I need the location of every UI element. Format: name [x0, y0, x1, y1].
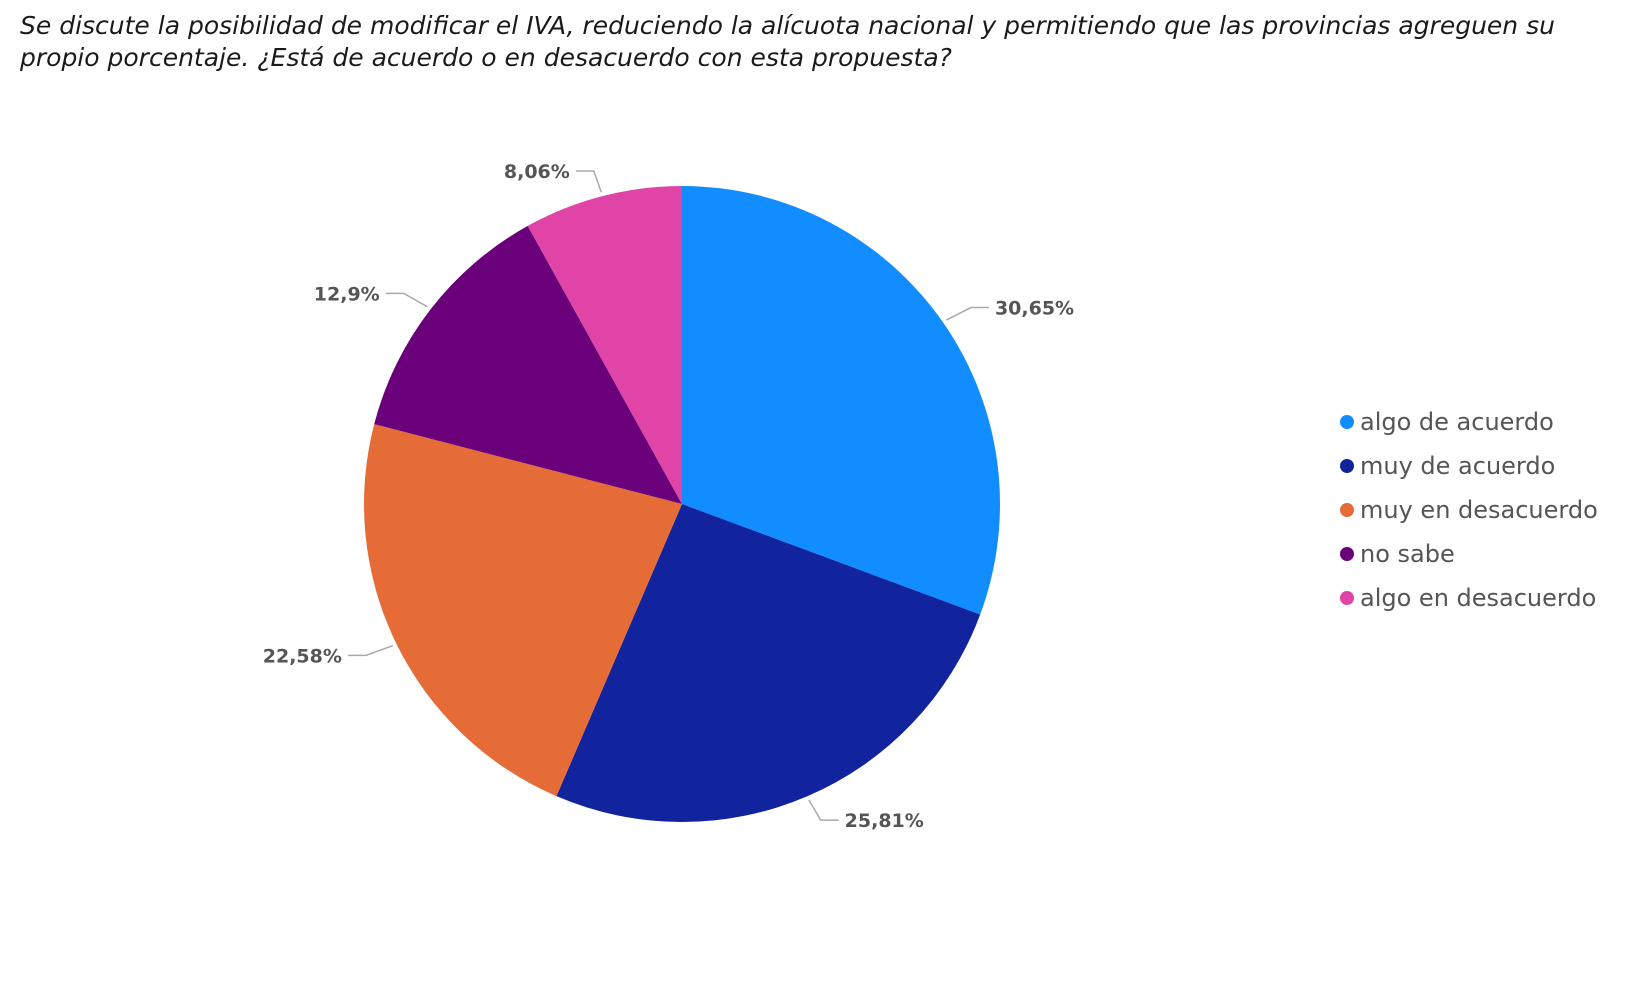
legend-dot-icon [1340, 591, 1354, 605]
leader-line [945, 306, 989, 321]
leader-line [385, 292, 428, 308]
legend-dot-icon [1340, 547, 1354, 561]
legend-dot-icon [1340, 415, 1354, 429]
legend-item[interactable]: muy de acuerdo [1340, 444, 1598, 488]
leader-line [347, 644, 394, 657]
legend-label: muy de acuerdo [1360, 452, 1556, 480]
pie-slice-muy-de-acuerdo[interactable] [556, 504, 981, 822]
legend-dot-icon [1340, 459, 1354, 473]
legend-label: algo de acuerdo [1360, 408, 1554, 436]
data-label: 25,81% [845, 810, 924, 832]
legend-label: muy en desacuerdo [1360, 496, 1598, 524]
legend-item[interactable]: muy en desacuerdo [1340, 488, 1598, 532]
data-label: 12,9% [314, 283, 380, 305]
legend-label: no sabe [1360, 540, 1455, 568]
pie-slice-algo-en-desacuerdo[interactable] [527, 186, 682, 504]
legend-item[interactable]: no sabe [1340, 532, 1598, 576]
leader-line [808, 799, 839, 821]
pie-slice-no-sabe[interactable] [374, 225, 682, 504]
pie-slice-algo-de-acuerdo[interactable] [682, 186, 1000, 615]
leader-line [575, 170, 603, 193]
data-label: 22,58% [263, 645, 342, 667]
legend-item[interactable]: algo de acuerdo [1340, 400, 1598, 444]
legend-label: algo en desacuerdo [1360, 584, 1597, 612]
legend-item[interactable]: algo en desacuerdo [1340, 576, 1598, 620]
data-label: 8,06% [504, 161, 570, 183]
legend-dot-icon [1340, 503, 1354, 517]
chart-legend: algo de acuerdo muy de acuerdo muy en desa… [1340, 400, 1598, 620]
chart-title: Se discute la posibilidad de modificar e… [20, 11, 1555, 72]
data-label: 30,65% [995, 298, 1074, 320]
pie-slice-muy-en-desacuerdo[interactable] [363, 424, 682, 797]
